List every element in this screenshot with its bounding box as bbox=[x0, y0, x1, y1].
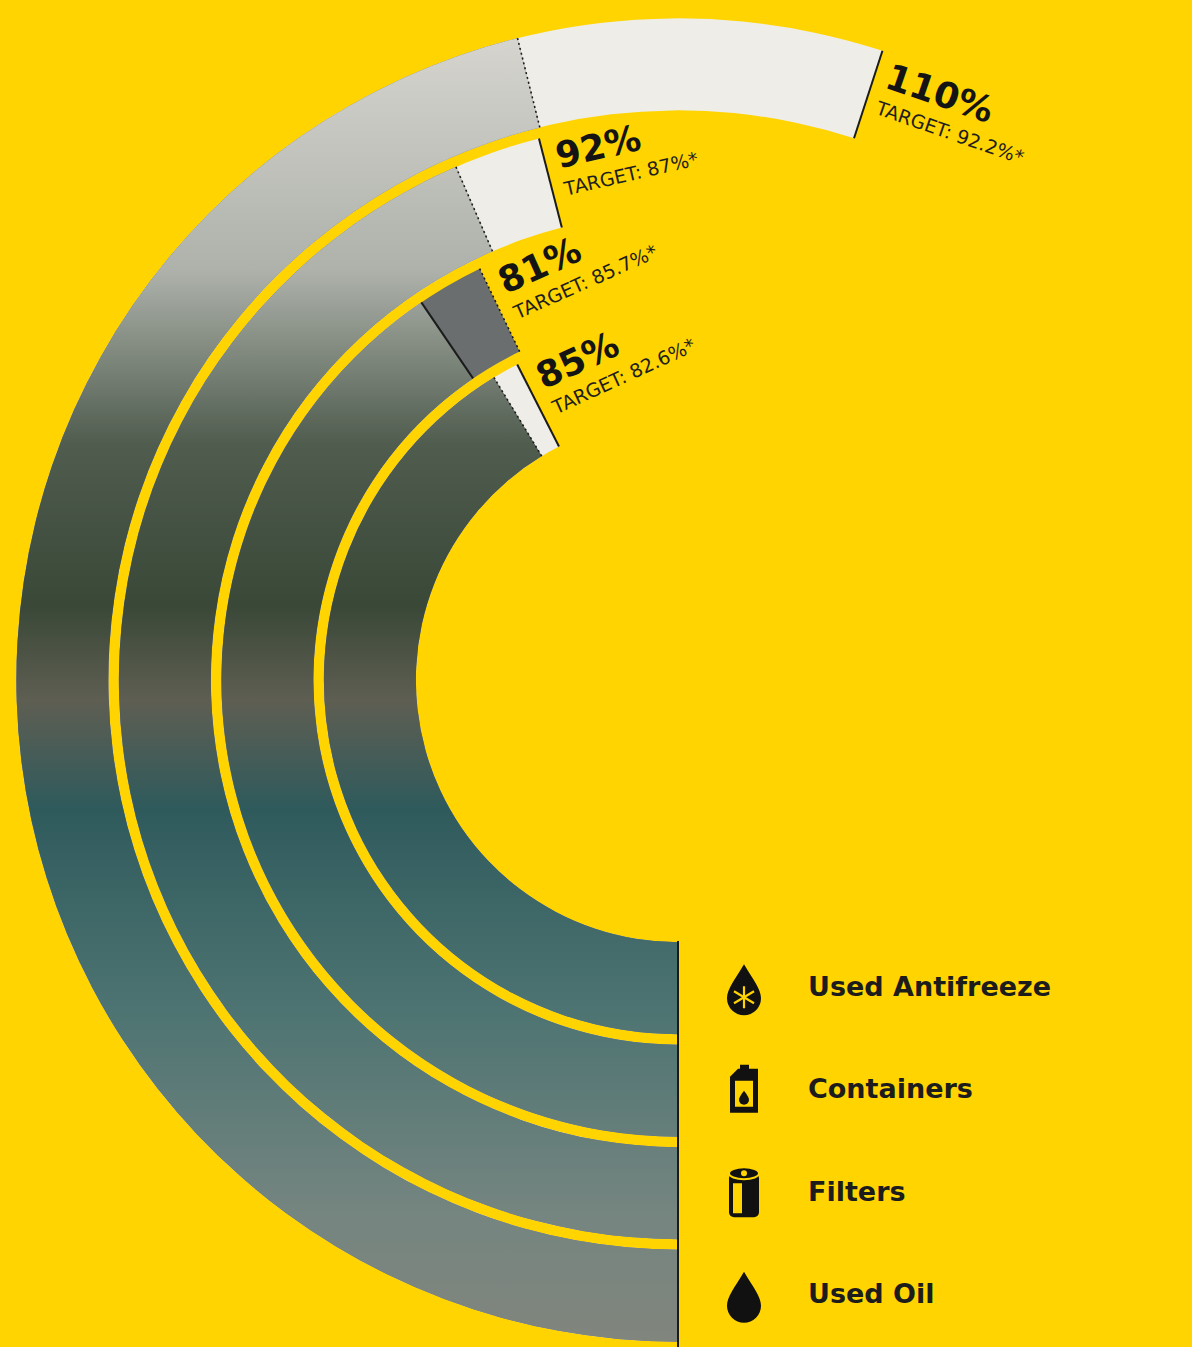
svg-text:Used Antifreeze: Used Antifreeze bbox=[808, 971, 1051, 1002]
svg-text:TARGET: 92.2%*: TARGET: 92.2%* bbox=[872, 96, 1026, 168]
svg-text:85%: 85% bbox=[529, 323, 625, 397]
svg-text:Containers: Containers bbox=[808, 1073, 973, 1104]
svg-text:TARGET: 85.7%*: TARGET: 85.7%* bbox=[509, 240, 660, 323]
svg-text:Filters: Filters bbox=[808, 1176, 906, 1207]
svg-text:81%: 81% bbox=[491, 228, 588, 302]
svg-text:110%: 110% bbox=[880, 55, 1000, 131]
svg-text:92%: 92% bbox=[551, 116, 645, 177]
svg-text:TARGET: 87%*: TARGET: 87%* bbox=[561, 147, 700, 199]
svg-text:Used Oil: Used Oil bbox=[808, 1278, 935, 1309]
svg-text:TARGET: 82.6%*: TARGET: 82.6%* bbox=[548, 334, 699, 419]
